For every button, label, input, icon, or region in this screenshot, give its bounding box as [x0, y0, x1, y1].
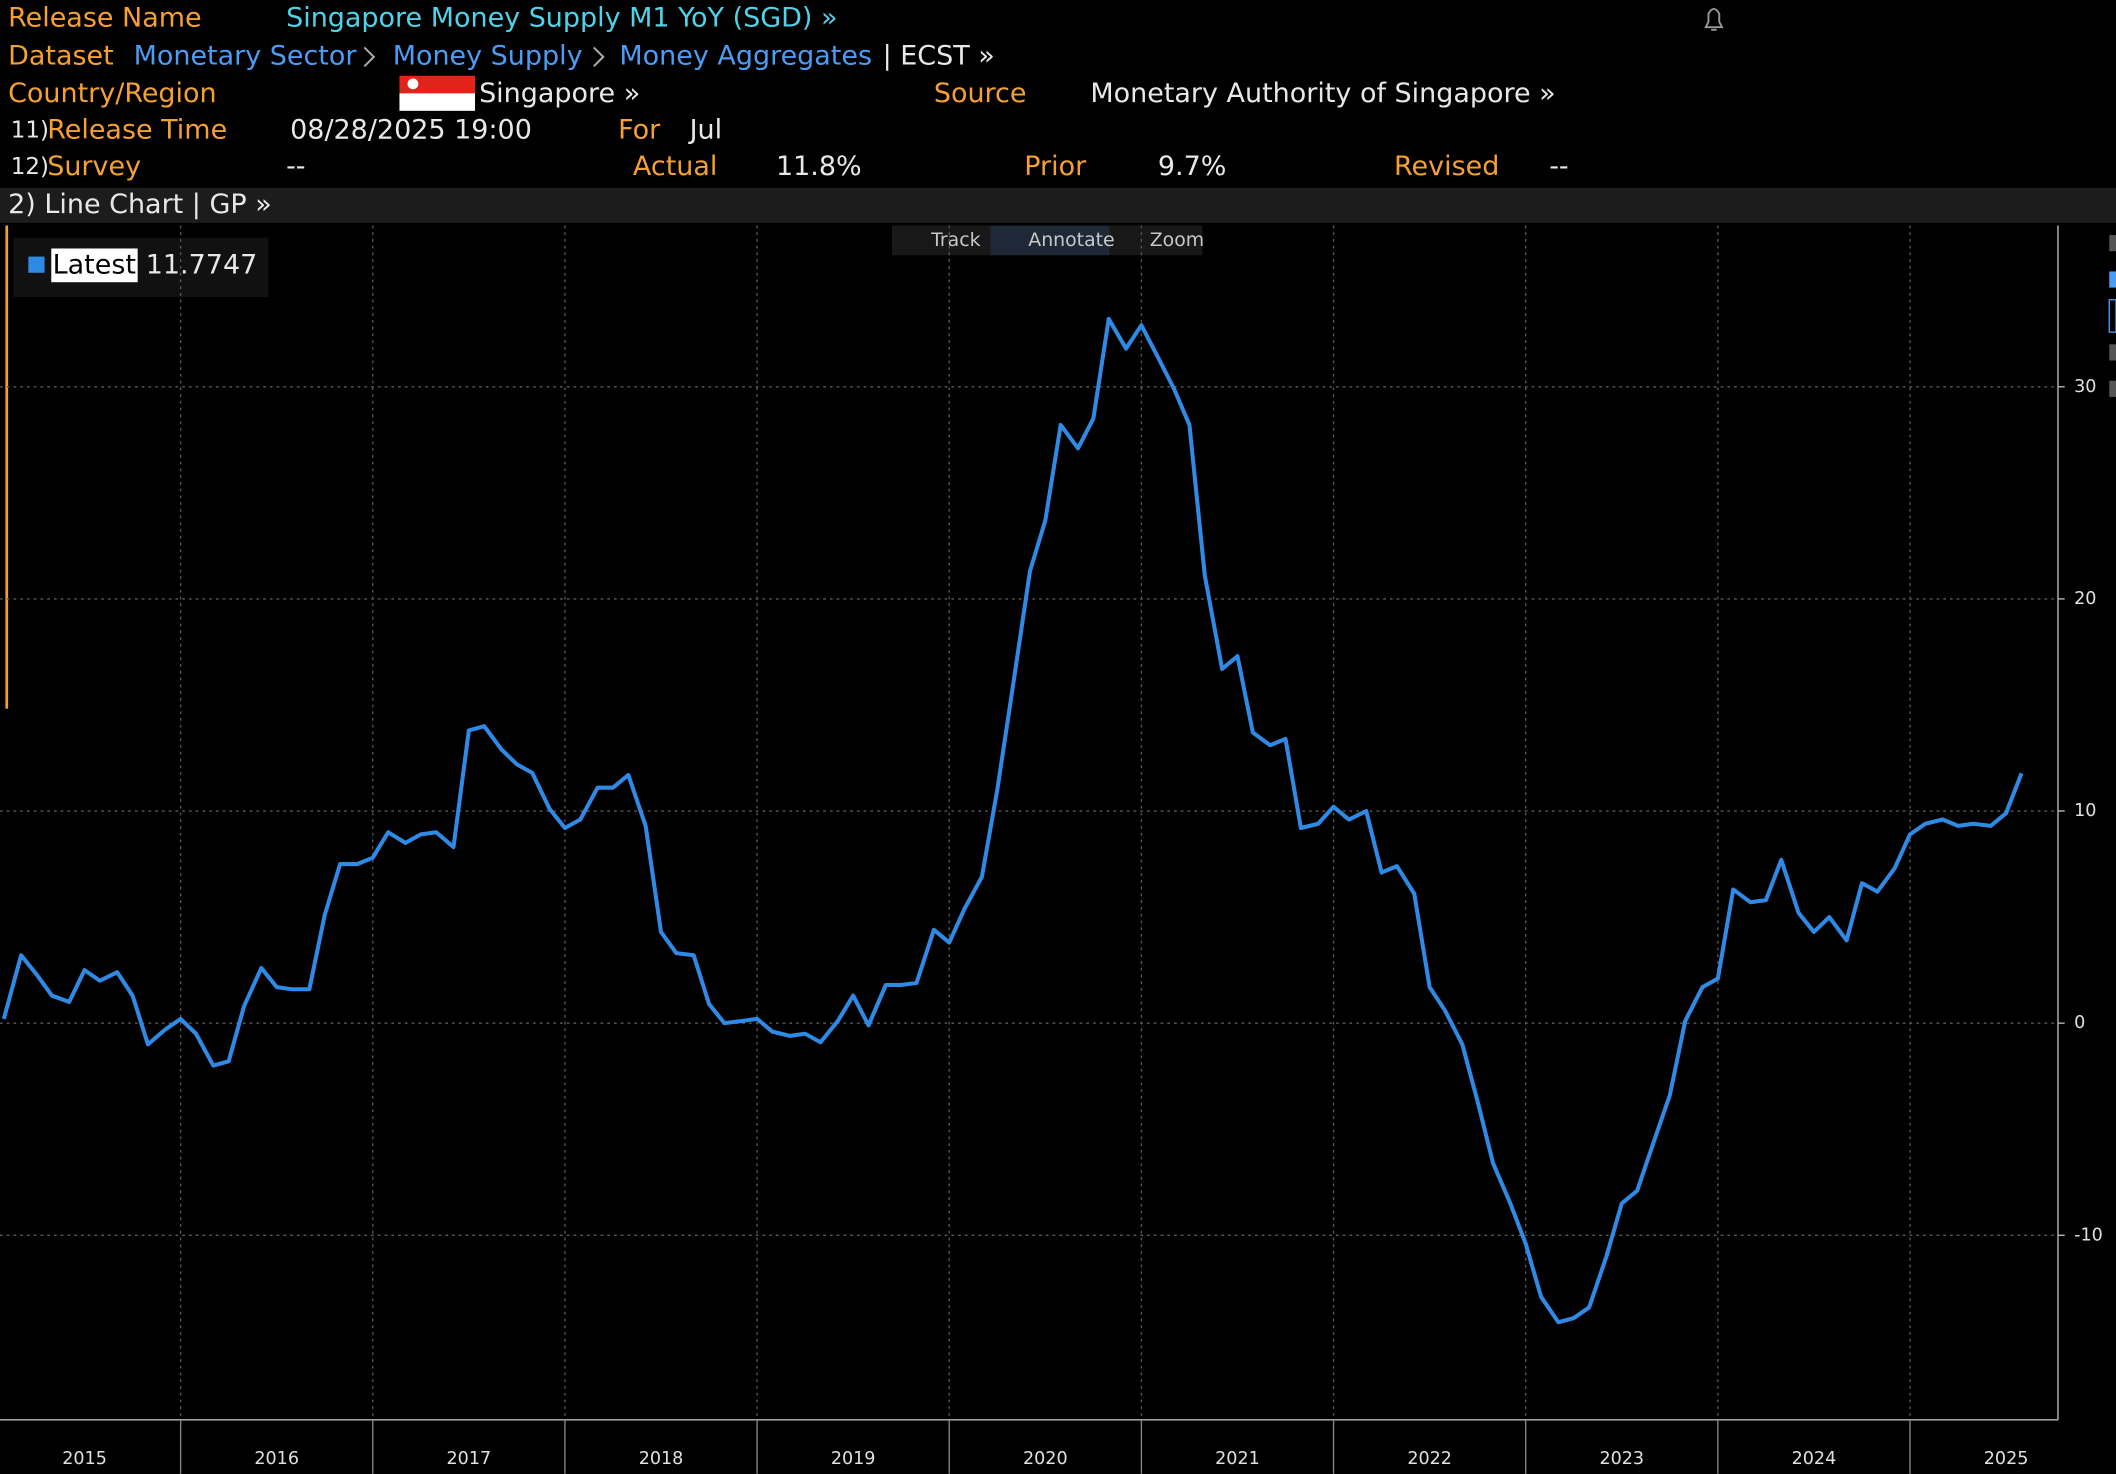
field-value: 11.8% — [776, 151, 862, 182]
chevron — [363, 46, 376, 68]
plot: -10 0 10 20 30 2015 2016 2017 2018 2019 2020 2021 20… — [0, 225, 2103, 1474]
data-line — [1, 316, 2024, 1325]
side-icon[interactable] — [2109, 271, 2116, 288]
field-value: 08/28/2025 19:00 — [290, 115, 532, 146]
field-label: Revised — [1394, 151, 1499, 182]
field-label[interactable]: Release Time — [47, 115, 227, 146]
legend-entry: Latest — [53, 250, 136, 281]
breadcrumb[interactable]: Money Supply — [393, 40, 583, 71]
side-icon[interactable] — [2109, 380, 2116, 397]
x-tick-label: 2021 — [1215, 1449, 1260, 1469]
field-label: For — [618, 115, 661, 146]
toolbar-button[interactable]: Annotate — [1028, 229, 1114, 251]
field-label: Prior — [1024, 151, 1087, 182]
legend-value: 11.7747 — [146, 250, 258, 281]
toolbar-button[interactable]: Zoom — [1150, 229, 1204, 251]
y-tick-label: 20 — [2074, 589, 2096, 609]
side-icon[interactable] — [2109, 344, 2116, 361]
x-tick-label: 2022 — [1407, 1449, 1452, 1469]
field-value: 9.7% — [1158, 151, 1227, 182]
field-value: -- — [286, 151, 305, 182]
field-value: Jul — [688, 115, 723, 146]
flag — [407, 78, 419, 90]
field-label: Actual — [633, 151, 718, 182]
legend-swatch — [28, 256, 45, 273]
field-label[interactable]: Survey — [47, 151, 141, 182]
focus-bar — [5, 225, 9, 709]
x-tick-label: 2017 — [447, 1449, 492, 1469]
menu-number: 12) — [11, 154, 49, 180]
field-label: Dataset — [8, 40, 114, 71]
chart-menu[interactable]: 2) Line Chart | GP » — [8, 189, 272, 220]
breadcrumb[interactable]: Monetary Sector — [134, 40, 358, 71]
x-tick-label: 2020 — [1023, 1449, 1068, 1469]
side-icon[interactable] — [2108, 299, 2116, 333]
y-tick-label: -10 — [2074, 1225, 2103, 1245]
x-tick-label: 2024 — [1792, 1449, 1837, 1469]
release-name[interactable]: Singapore Money Supply M1 YoY (SGD) » — [286, 3, 837, 34]
y-tick-label: 30 — [2074, 377, 2096, 397]
field-label: Source — [934, 78, 1027, 109]
x-tick-label: 2025 — [1984, 1449, 2029, 1469]
x-tick-label: 2016 — [254, 1449, 299, 1469]
toolbar-button[interactable]: Track — [930, 229, 980, 251]
country[interactable]: Singapore » — [479, 78, 640, 109]
x-tick-label: 2018 — [639, 1449, 684, 1469]
menu-bar — [0, 187, 2116, 223]
field-label: Country/Region — [8, 78, 217, 109]
breadcrumb[interactable]: Money Aggregates — [619, 40, 872, 71]
toolbar-active — [990, 225, 1110, 256]
legend-highlight — [51, 248, 138, 283]
field-value: -- — [1549, 151, 1568, 182]
y-tick-label: 0 — [2074, 1013, 2085, 1033]
field-label: Release Name — [8, 3, 202, 34]
y-tick-label: 10 — [2074, 801, 2096, 821]
side-icon[interactable] — [2109, 234, 2116, 252]
x-tick-label: 2019 — [831, 1449, 876, 1469]
source[interactable]: Monetary Authority of Singapore » — [1090, 78, 1555, 109]
x-tick-label: 2023 — [1599, 1449, 1644, 1469]
bell-icon[interactable] — [1704, 8, 1724, 31]
flag — [399, 75, 476, 94]
flag — [399, 93, 476, 111]
x-tick-label: 2015 — [62, 1449, 107, 1469]
chevron — [593, 46, 605, 68]
menu-number: 11) — [11, 118, 49, 144]
dataset-suffix[interactable]: | ECST » — [883, 40, 995, 71]
